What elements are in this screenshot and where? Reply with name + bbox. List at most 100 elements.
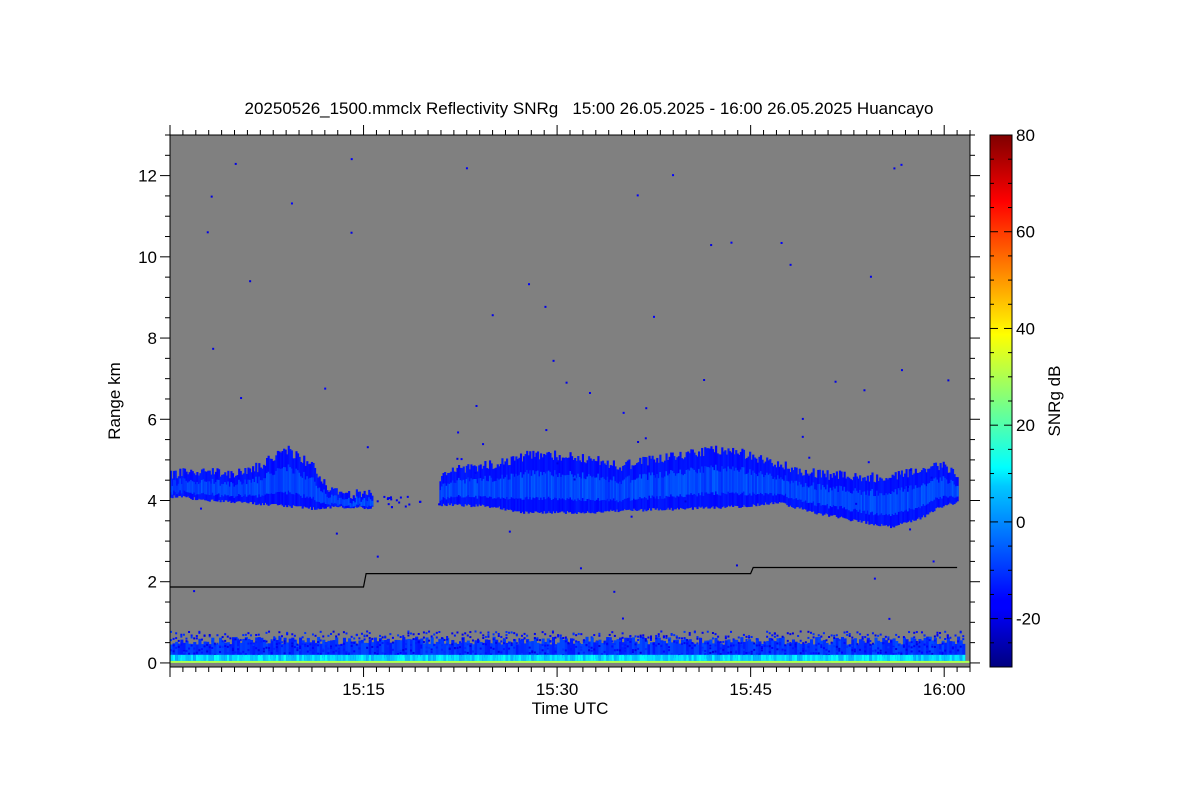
clutter-column: [735, 639, 739, 659]
clutter-speckle: [683, 630, 686, 633]
cloud-core: [761, 474, 764, 495]
clutter-speckle: [492, 647, 495, 650]
clutter-speckle: [242, 634, 245, 637]
clutter-speckle: [918, 650, 921, 653]
clutter-speckle: [195, 635, 198, 638]
clutter-speckle: [693, 644, 696, 647]
cloud-core: [617, 483, 620, 503]
cloud-core: [492, 481, 495, 499]
clutter-column: [606, 637, 610, 656]
cloud-core: [213, 483, 216, 496]
clutter-strong: [897, 654, 901, 661]
clutter-speckle: [523, 637, 526, 640]
cloud-core: [326, 496, 329, 505]
clutter-speckle: [497, 635, 500, 638]
clutter-speckle: [660, 642, 663, 645]
clutter-speckle: [735, 651, 738, 654]
clutter-speckle: [861, 638, 864, 641]
cloud-core: [543, 472, 546, 498]
clutter-strong: [665, 654, 669, 661]
clutter-speckle: [188, 630, 191, 633]
cloud-core: [783, 480, 786, 496]
cloud-core: [789, 483, 792, 499]
clutter-strong: [817, 654, 821, 661]
clutter-strong: [877, 654, 881, 661]
clutter-speckle: [291, 633, 294, 636]
cloud-core: [252, 478, 255, 496]
clutter-column: [572, 643, 576, 662]
clutter-column: [753, 643, 757, 662]
clutter-strong: [662, 654, 666, 661]
clutter-column: [242, 638, 246, 658]
clutter-column: [802, 643, 806, 662]
cloud-core: [187, 482, 190, 493]
cloud-core: [307, 478, 310, 499]
clutter-speckle: [397, 650, 400, 653]
noise-pixel: [475, 404, 478, 407]
clutter-speckle: [724, 649, 727, 652]
clutter-strong: [866, 654, 870, 661]
clutter-strong: [262, 654, 266, 661]
clutter-speckle: [260, 640, 263, 643]
clutter-column: [203, 641, 207, 660]
clutter-speckle: [577, 652, 580, 655]
clutter-speckle: [335, 649, 338, 652]
clutter-column: [861, 640, 865, 660]
cloud-core: [451, 480, 454, 498]
clutter-speckle: [637, 647, 640, 650]
clutter-column: [665, 643, 669, 662]
cloud-core: [931, 480, 934, 502]
clutter-strong: [195, 654, 199, 661]
cloud-core: [507, 479, 510, 500]
clutter-column: [559, 637, 563, 657]
clutter-strong: [606, 654, 610, 661]
clutter-speckle: [900, 651, 903, 654]
clutter-speckle: [936, 633, 939, 636]
clutter-column: [771, 640, 775, 659]
cloud-core: [481, 480, 484, 497]
clutter-column: [745, 641, 749, 660]
clutter-strong: [709, 654, 713, 661]
clutter-speckle: [528, 653, 531, 656]
clutter-strong: [487, 654, 491, 661]
y-tick-label: 0: [148, 654, 157, 673]
cloud-core: [458, 477, 461, 496]
noise-pixel: [893, 167, 896, 170]
clutter-strong: [363, 654, 367, 661]
clutter-speckle: [340, 643, 343, 646]
clutter-speckle: [182, 650, 185, 653]
clutter-strong: [484, 654, 488, 661]
clutter-speckle: [662, 650, 665, 653]
clutter-column: [895, 641, 899, 660]
cloud-core: [772, 478, 775, 496]
noise-pixel: [672, 174, 675, 177]
clutter-speckle: [742, 648, 745, 651]
clutter-strong: [804, 654, 808, 661]
clutter-column: [515, 644, 519, 663]
clutter-strong: [221, 654, 225, 661]
clutter-speckle: [533, 651, 536, 654]
clutter-column: [244, 637, 248, 656]
clutter-speckle: [817, 634, 820, 637]
clutter-strong: [931, 654, 935, 661]
clutter-speckle: [172, 644, 175, 647]
clutter-column: [345, 641, 349, 661]
y-tick-label: 10: [138, 248, 157, 267]
cloud-core: [218, 479, 221, 494]
cloud-core: [315, 485, 318, 502]
cloud-core: [882, 495, 885, 516]
clutter-speckle: [861, 636, 864, 639]
cloud-core: [594, 477, 597, 501]
cloud-core: [804, 483, 807, 501]
clutter-speckle: [435, 636, 438, 639]
clutter-speckle: [389, 633, 392, 636]
clutter-speckle: [250, 640, 252, 643]
clutter-speckle: [247, 649, 250, 652]
clutter-speckle: [188, 647, 191, 650]
clutter-column: [490, 643, 494, 662]
cloud-core: [899, 490, 902, 512]
clutter-strong: [508, 654, 512, 661]
clutter-speckle: [897, 643, 900, 646]
clutter-column: [358, 640, 362, 659]
clutter-speckle: [539, 648, 542, 651]
